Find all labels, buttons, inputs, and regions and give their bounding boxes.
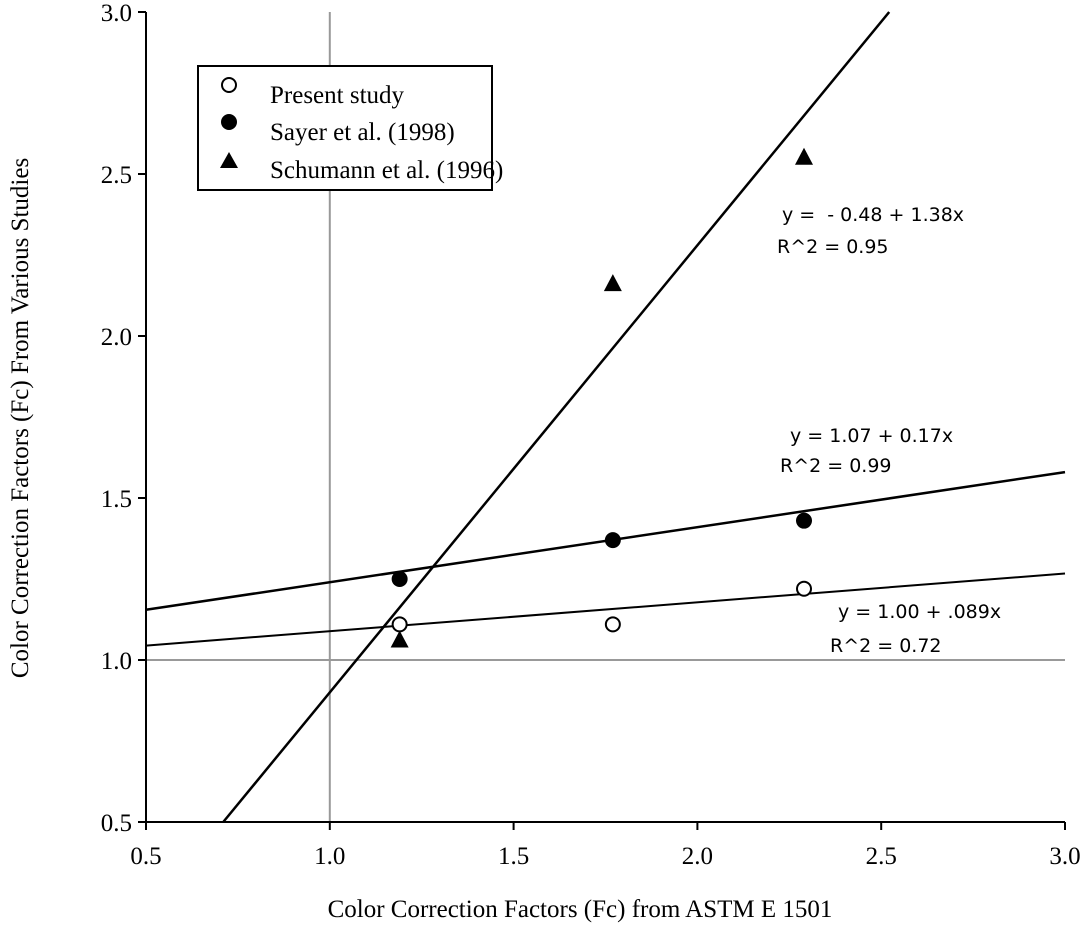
y-tick-label: 3.0 — [101, 0, 132, 27]
point-sayer — [604, 532, 621, 549]
fit-equation-series-2: y = - 0.48 + 1.38x — [782, 204, 964, 226]
point-schumann — [603, 274, 622, 292]
legend: Present study Sayer et al. (1998) Schuma… — [197, 65, 503, 191]
point-sayer — [796, 512, 813, 529]
legend-marker-present-study — [221, 77, 237, 93]
point-sayer — [391, 571, 408, 587]
point-present-study — [391, 616, 408, 633]
x-tick-label: 2.5 — [866, 843, 897, 870]
point-present-study — [796, 580, 813, 597]
fit-line-series-0 — [145, 572, 1066, 647]
legend-label-sayer: Sayer et al. (1998) — [270, 119, 455, 146]
y-tick-label: 2.0 — [101, 324, 132, 351]
y-tick-label: 1.0 — [101, 648, 132, 675]
axes: 0.5 1.0 1.5 2.0 2.5 3.0 0.5 1.0 1.5 2.0 2.5 3.0 — [101, 0, 1081, 870]
y-tick-label: 0.5 — [101, 810, 132, 837]
legend-label-present-study: Present study — [270, 82, 405, 109]
legend-marker-schumann — [220, 152, 238, 168]
fit-equation-series-0: y = 1.00 + .089x — [838, 601, 1001, 623]
legend-label-schumann: Schumann et al. (1996) — [270, 157, 503, 184]
x-tick-label: 1.5 — [498, 843, 529, 870]
fit-r2-series-1: R^2 = 0.99 — [780, 455, 892, 477]
y-tick-label: 1.5 — [101, 486, 132, 513]
x-tick-label: 2.0 — [682, 843, 713, 870]
point-schumann — [795, 147, 814, 165]
fit-annotations: y = 1.00 + .089x R^2 = 0.72 y = 1.07 + 0.1… — [777, 204, 1001, 657]
x-tick-label: 1.0 — [314, 843, 345, 870]
y-tick-label: 2.5 — [101, 162, 132, 189]
fit-r2-series-2: R^2 = 0.95 — [777, 236, 889, 258]
x-tick-label: 3.0 — [1049, 843, 1080, 870]
x-axis-title: Color Correction Factors (Fc) from ASTM … — [328, 896, 833, 923]
fit-line-series-2 — [222, 11, 891, 823]
point-present-study — [604, 616, 621, 633]
legend-marker-sayer — [221, 114, 237, 130]
point-schumann — [390, 630, 409, 648]
fit-equation-series-1: y = 1.07 + 0.17x — [790, 425, 953, 447]
fit-r2-series-0: R^2 = 0.72 — [830, 635, 942, 657]
y-axis-title: Color Correction Factors (Fc) From Vario… — [7, 158, 34, 678]
x-tick-label: 0.5 — [130, 843, 161, 870]
data-points — [390, 147, 814, 648]
legend-box — [197, 65, 493, 191]
